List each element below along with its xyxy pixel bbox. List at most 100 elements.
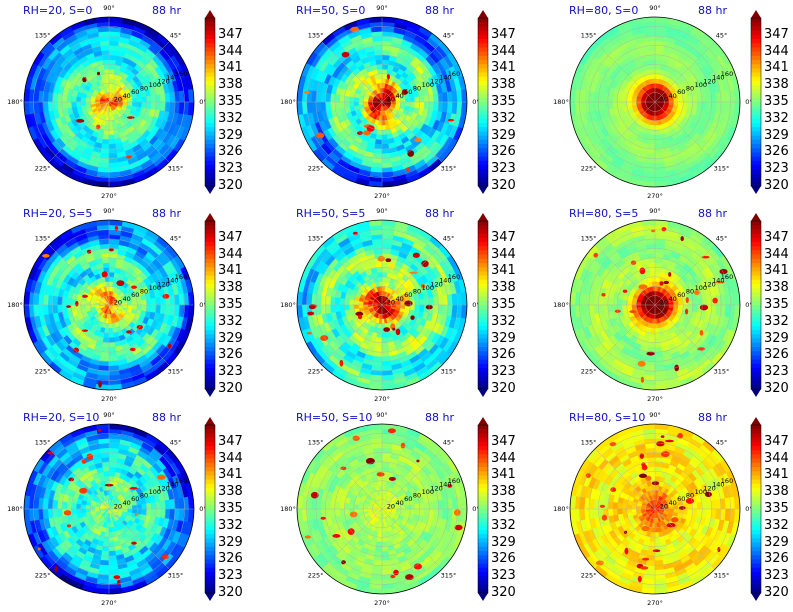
colorbar-segment [205,144,215,149]
radial-tick-label: 40 [122,92,130,100]
field-cell [122,101,129,106]
colorbar-segment [478,72,488,78]
convective-spot [42,254,50,258]
colorbar-segment [478,313,488,319]
colorbar-segment [478,60,488,65]
angle-tick-label: 135° [308,32,324,40]
colorbar-segment [478,305,488,310]
field-cell [108,285,113,292]
convective-spot [622,289,628,293]
field-cell [108,494,112,500]
grid-spoke [48,41,110,103]
field-cell [621,299,628,306]
angle-tick-label: 90° [376,4,388,12]
field-cell [682,101,689,108]
field-cell [108,87,112,93]
field-cell [640,302,646,306]
colorbar-segment [751,351,761,356]
radial-tick-label: 40 [395,92,403,100]
angle-tick-label: 270° [101,192,117,200]
colorbar-segment [478,246,488,251]
radial-tick-label: 80 [686,85,694,93]
field-cell [106,111,110,117]
field-cell [108,73,114,80]
field-cell [418,304,425,312]
colorbar-segment [478,173,488,179]
colorbar-segment [478,229,488,235]
convective-spot [680,236,684,242]
colorbar-segment [205,246,215,251]
colorbar-segment [478,342,488,348]
field-cell [626,97,633,103]
field-cell [108,341,116,348]
temperature-field [297,17,467,187]
colorbar-segment [751,347,761,352]
radial-tick-label: 40 [122,295,130,303]
field-cell [108,63,116,70]
colorbar-segment [205,258,215,264]
field-cell [145,304,152,312]
field-cell [673,101,679,107]
colorbar [750,213,762,397]
colorbar-segment [205,342,215,348]
colorbar-segment [751,237,761,243]
field-cell [626,300,633,306]
colorbar-segment [751,359,761,365]
radial-tick-label: 160 [175,70,187,78]
colorbar-extend-bottom [478,389,488,397]
field-cell [375,262,383,269]
radial-tick-label: 40 [395,295,403,303]
colorbar-frame [477,17,489,187]
field-cell [70,95,77,103]
angle-tick-label: 45° [170,235,182,243]
field-cell [654,281,660,287]
colorbar-extend-bottom [751,186,761,194]
colorbar-segment [205,275,215,281]
colorbar-segment [205,76,215,82]
field-cell [343,95,350,103]
colorbar-segment [478,181,488,187]
radial-tick-label: 160 [448,70,460,78]
angle-tick-label: 90° [649,4,661,12]
angle-tick-label: 135° [35,32,51,40]
field-cell [377,327,383,334]
colorbar-segment [478,288,488,293]
radial-tick-label: 160 [175,273,187,281]
colorbar-segment [751,177,761,183]
field-cell [108,78,114,84]
colorbar-segment [205,64,215,69]
colorbar-segment [205,139,215,145]
colorbar-segment [205,135,215,141]
convective-spot [414,137,422,143]
field-cell [85,97,91,103]
colorbar-segment [205,237,215,243]
colorbar-segment [751,26,761,32]
convective-spot [81,294,88,298]
field-cell [381,266,389,273]
colorbar-segment [478,376,488,382]
field-cell [418,101,425,109]
radial-tick-label: 20 [387,95,395,103]
field-cell [414,304,421,312]
field-cell [108,138,116,145]
field-cell [612,298,619,306]
field-cell [631,97,637,103]
colorbar-segment [205,242,215,247]
field-cell [375,59,383,66]
colorbar-segment [751,127,761,132]
colorbar-segment [751,321,761,327]
field-cell [381,281,387,287]
field-cell [650,327,656,334]
colorbar-segment [205,313,215,319]
field-cell [131,101,138,107]
radial-tick-label: 60 [404,88,412,96]
field-cell [376,129,383,136]
field-cell [381,78,387,84]
radial-tick-label: 100 [422,81,434,89]
field-cell [381,276,387,283]
field-cell [381,290,385,296]
colorbar-segment [205,292,215,298]
colorbar-segment [205,106,215,111]
radial-tick-label: 160 [721,70,733,78]
colorbar-segment [478,242,488,247]
